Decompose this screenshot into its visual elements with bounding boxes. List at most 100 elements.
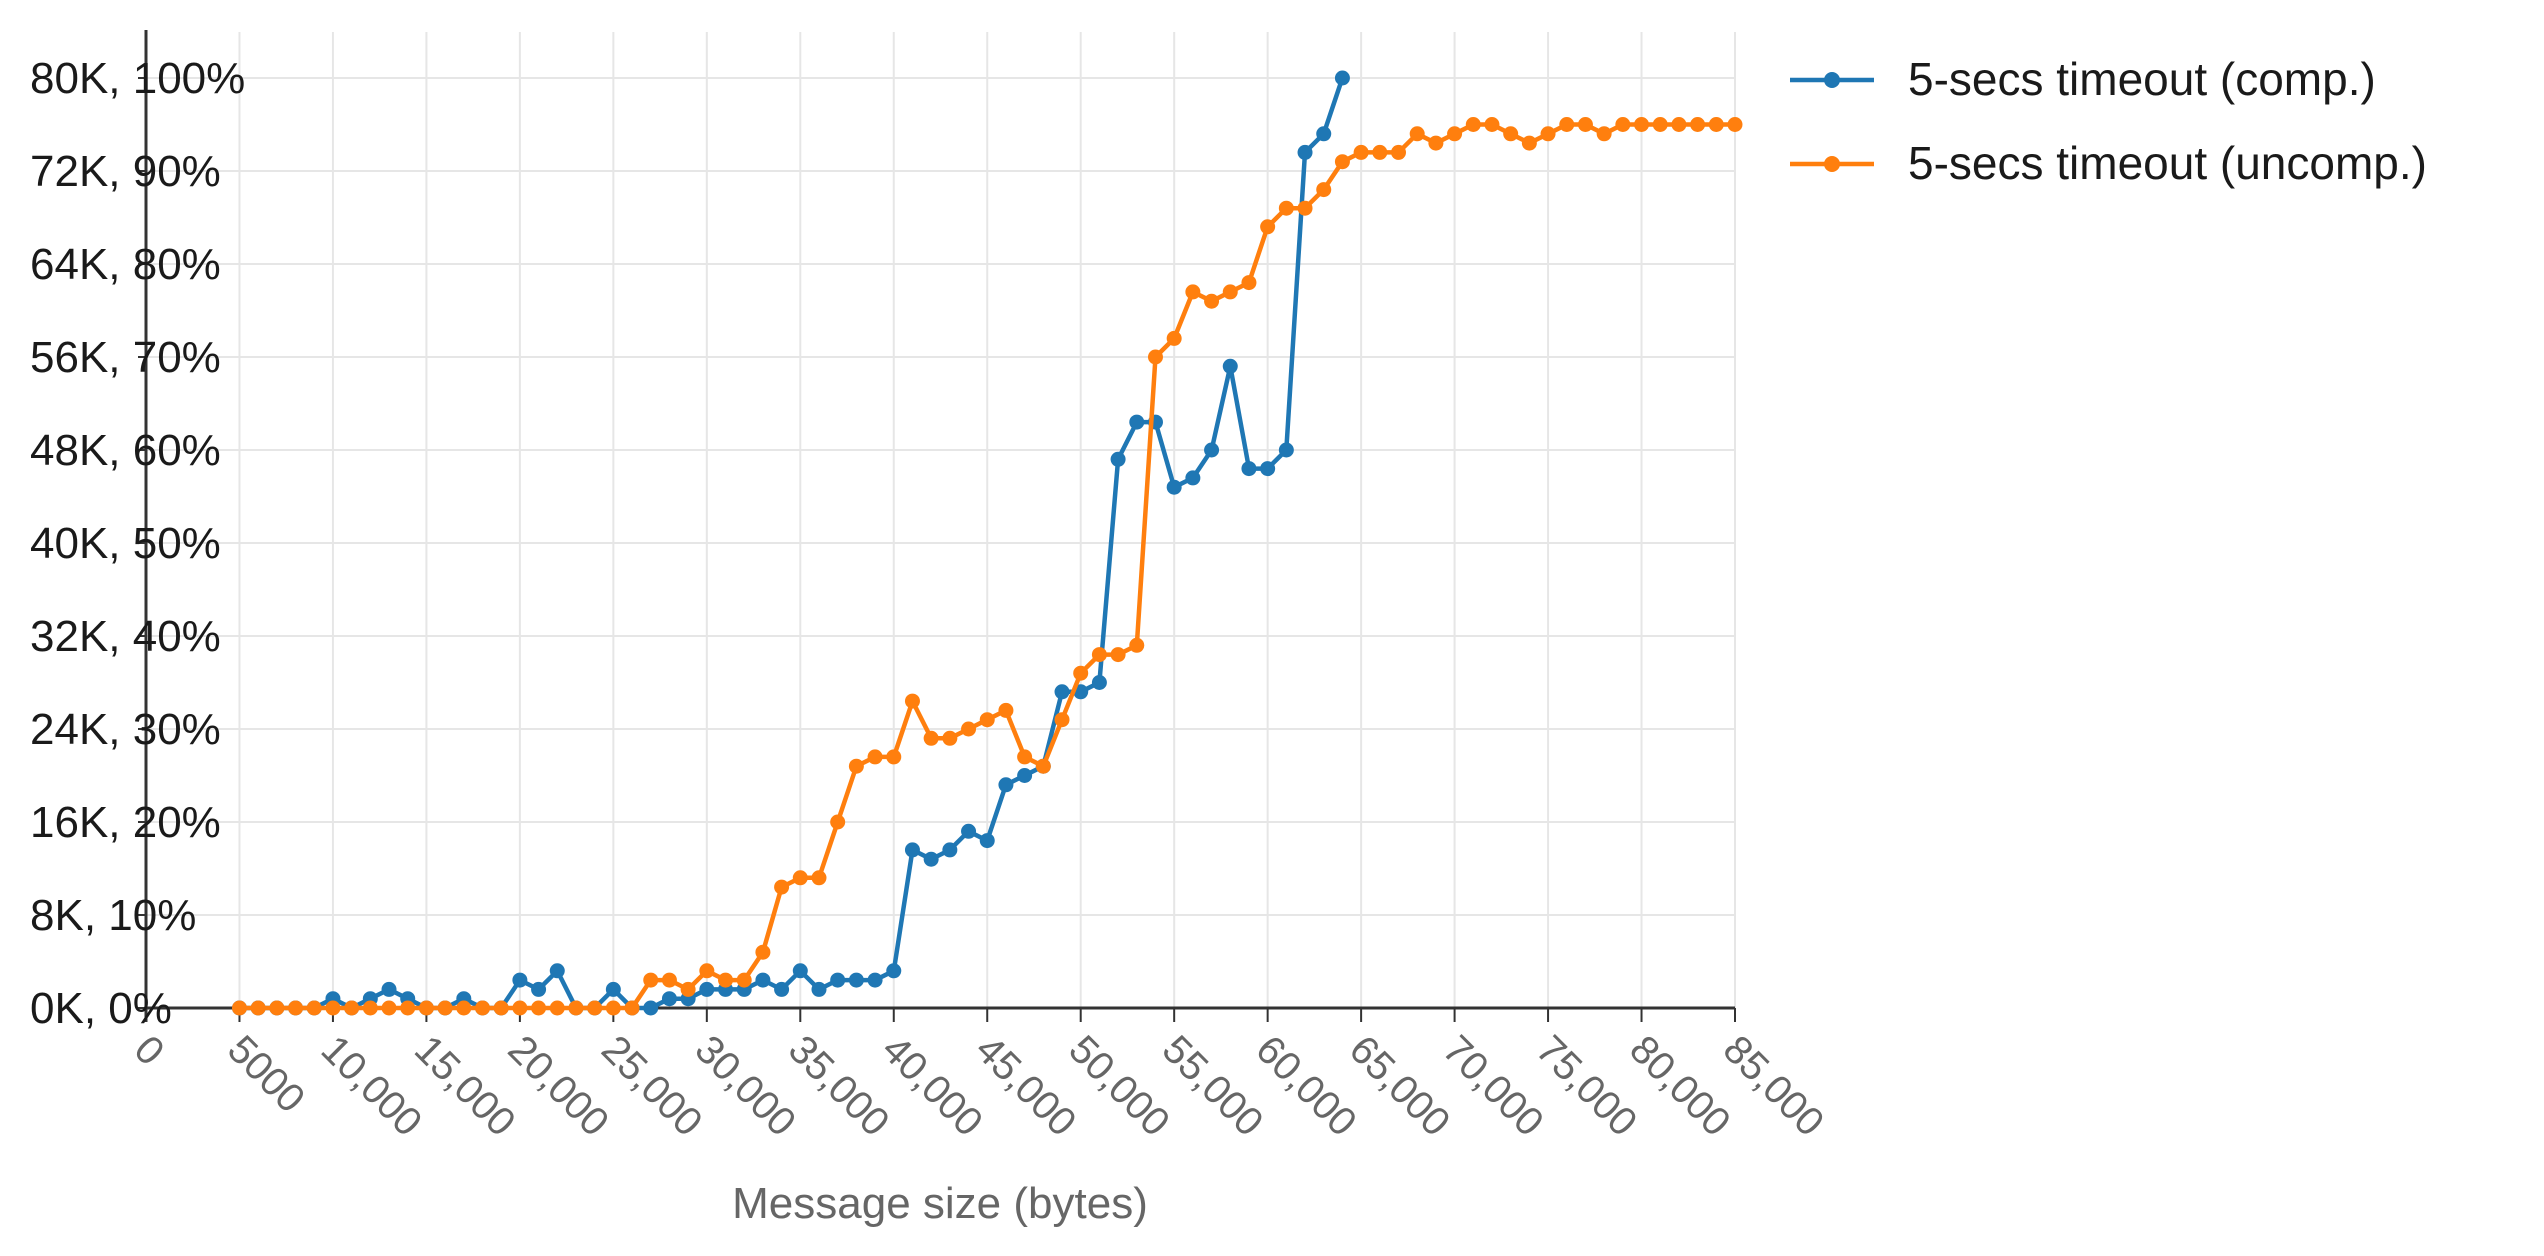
data-point	[1035, 758, 1051, 774]
data-point	[1671, 117, 1687, 132]
data-point	[306, 1000, 322, 1016]
data-point	[867, 972, 883, 988]
data-point	[1372, 144, 1388, 160]
data-point	[942, 842, 958, 858]
data-point	[1204, 442, 1220, 458]
data-point	[1503, 126, 1519, 142]
data-point	[736, 972, 752, 988]
data-point	[1129, 414, 1145, 430]
data-point	[1353, 144, 1369, 160]
data-point	[1091, 647, 1107, 663]
data-point	[437, 1000, 453, 1016]
data-point	[904, 693, 920, 709]
data-point	[1222, 284, 1238, 300]
data-point	[381, 981, 397, 997]
data-point	[474, 1000, 490, 1016]
x-tick-label: 10,000	[313, 1027, 431, 1145]
y-tick-labels: 0K, 0% 8K, 10% 16K, 20% 24K, 30% 32K, 40% 40K…	[30, 54, 245, 1033]
data-point	[549, 1000, 565, 1016]
x-tick-label: 40,000	[873, 1027, 991, 1145]
x-tick-label: 80,000	[1621, 1027, 1739, 1145]
data-point	[661, 972, 677, 988]
data-point	[269, 1000, 285, 1016]
x-tick-label: 75,000	[1528, 1027, 1646, 1145]
data-point	[699, 963, 715, 979]
y-tick-label: 64K, 80%	[30, 240, 221, 289]
data-point	[1278, 442, 1294, 458]
legend-swatch-marker	[1824, 156, 1840, 172]
data-point	[1147, 349, 1163, 365]
data-point	[1241, 275, 1257, 291]
y-tick-label: 0K, 0%	[30, 984, 172, 1033]
data-point	[381, 1000, 397, 1016]
data-point	[1260, 219, 1276, 235]
data-point	[1316, 126, 1332, 142]
axes	[138, 30, 1736, 1022]
x-tick-label: 0	[126, 1027, 173, 1074]
data-point	[624, 1000, 640, 1016]
data-point	[1260, 461, 1276, 477]
data-point	[1204, 293, 1220, 309]
data-point	[1241, 461, 1257, 477]
data-point	[1185, 470, 1201, 486]
series-layer	[231, 70, 1743, 1016]
data-point	[1129, 637, 1145, 653]
data-point	[1521, 135, 1537, 151]
data-point	[643, 1000, 659, 1016]
y-tick-label: 72K, 90%	[30, 147, 221, 196]
grid-lines	[145, 32, 1736, 1009]
data-point	[587, 1000, 603, 1016]
data-point	[886, 963, 902, 979]
data-point	[568, 1000, 584, 1016]
data-point	[250, 1000, 266, 1016]
x-tick-label: 45,000	[967, 1027, 1085, 1145]
data-point	[1615, 117, 1631, 132]
data-point	[418, 1000, 434, 1016]
x-tick-label: 70,000	[1434, 1027, 1552, 1145]
y-tick-label: 48K, 60%	[30, 426, 221, 475]
data-point	[774, 879, 790, 895]
legend-item: 5-secs timeout (uncomp.)	[1790, 137, 2427, 189]
series-uncomp	[231, 117, 1743, 1016]
data-point	[961, 721, 977, 737]
data-point	[1054, 712, 1070, 728]
data-point	[718, 972, 734, 988]
data-point	[811, 981, 827, 997]
data-point	[1222, 358, 1238, 374]
y-tick-label: 80K, 100%	[30, 54, 245, 103]
data-point	[830, 814, 846, 830]
data-point	[979, 712, 995, 728]
data-point	[886, 749, 902, 765]
legend-label: 5-secs timeout (uncomp.)	[1908, 137, 2427, 189]
data-point	[1166, 479, 1182, 495]
data-point	[680, 981, 696, 997]
x-tick-label: 50,000	[1060, 1027, 1178, 1145]
x-tick-label: 85,000	[1715, 1027, 1833, 1145]
data-point	[979, 833, 995, 849]
data-point	[1708, 117, 1724, 132]
data-point	[848, 758, 864, 774]
legend-label: 5-secs timeout (comp.)	[1908, 53, 2376, 105]
y-tick-label: 8K, 10%	[30, 891, 196, 940]
data-point	[961, 823, 977, 839]
data-point	[1334, 154, 1350, 170]
data-point	[1110, 647, 1126, 663]
data-point	[1166, 330, 1182, 346]
data-point	[512, 1000, 528, 1016]
data-point	[512, 972, 528, 988]
data-point	[830, 972, 846, 988]
y-tick-label: 40K, 50%	[30, 519, 221, 568]
data-point	[792, 963, 808, 979]
data-point	[1054, 684, 1070, 700]
data-point	[1690, 117, 1706, 132]
data-point	[998, 702, 1014, 718]
data-point	[1185, 284, 1201, 300]
data-point	[1297, 200, 1313, 216]
data-point	[288, 1000, 304, 1016]
x-tick-label: 25,000	[593, 1027, 711, 1145]
data-point	[1727, 117, 1743, 132]
data-point	[774, 981, 790, 997]
y-tick-label: 24K, 30%	[30, 705, 221, 754]
data-point	[661, 991, 677, 1007]
data-point	[605, 981, 621, 997]
